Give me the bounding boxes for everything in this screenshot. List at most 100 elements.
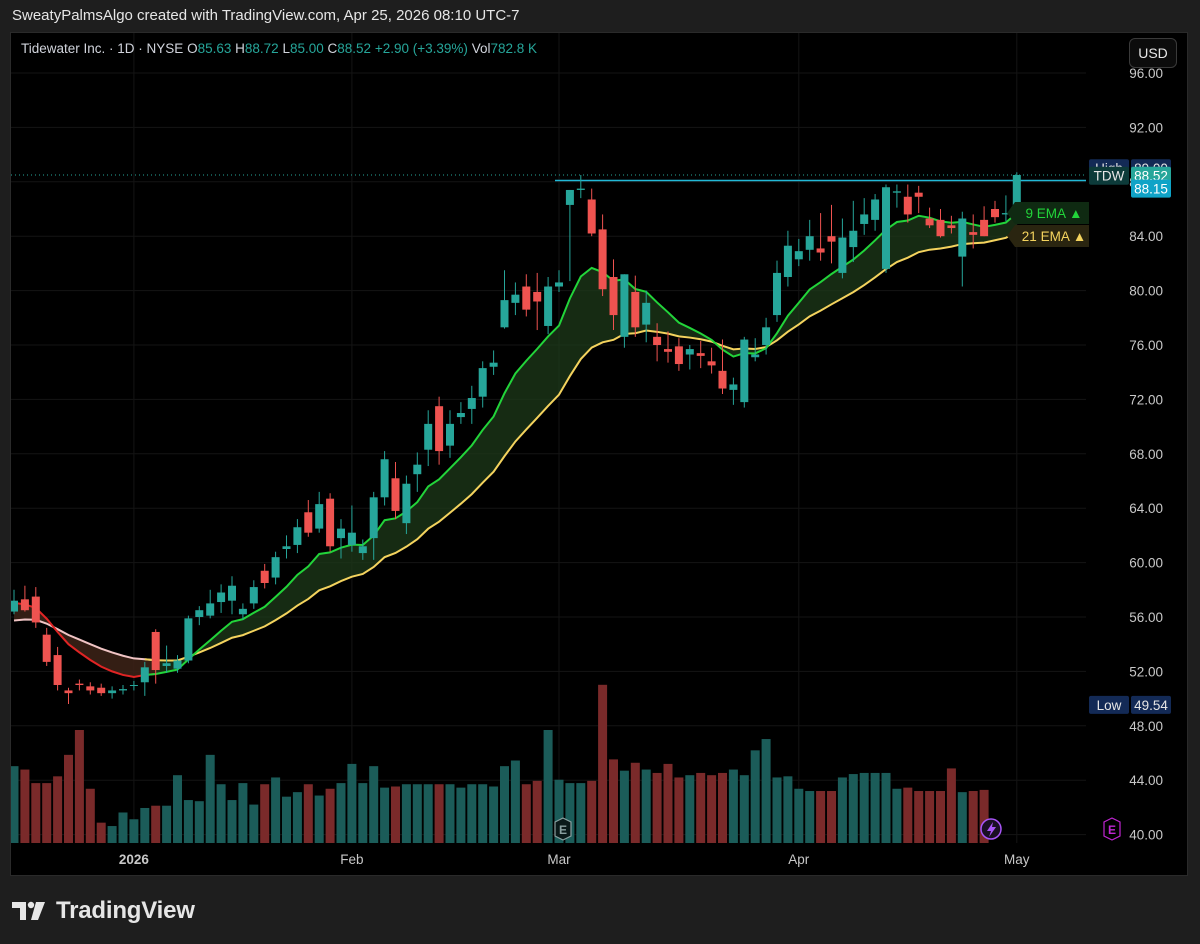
candle [674, 338, 683, 371]
volume-bar [434, 784, 444, 843]
time-tick-label: Apr [788, 852, 810, 867]
volume-bar [957, 792, 967, 843]
volume-bar [892, 788, 902, 843]
volume-bar [619, 770, 629, 843]
candle-body [827, 236, 836, 242]
candle-body [151, 631, 160, 671]
candle-body [587, 199, 596, 234]
volume-bar [761, 739, 771, 843]
volume-bar [609, 759, 618, 843]
candle [860, 198, 869, 235]
ema-value-tag: 88.15 [1131, 179, 1171, 198]
candle-body [838, 237, 847, 273]
candle [467, 385, 476, 424]
volume-bar [271, 777, 281, 843]
candle [86, 682, 95, 695]
candle-body [97, 687, 106, 694]
volume-bar [11, 766, 19, 843]
volume-bar [85, 788, 95, 843]
candle-body [489, 362, 498, 367]
volume-bar [303, 784, 313, 843]
candle-body [664, 349, 672, 352]
volume-bars [11, 684, 989, 843]
candle [882, 184, 890, 273]
tradingview-logo-icon [12, 901, 45, 920]
candle-body [936, 219, 945, 237]
candle [555, 270, 563, 292]
volume-bar [663, 763, 673, 843]
ema-value-tag-bg [1131, 179, 1171, 198]
candle-body [413, 464, 422, 475]
candle-body [980, 219, 989, 237]
candle-body [871, 199, 880, 220]
volume-bar [554, 779, 564, 843]
currency-button[interactable]: USD [1129, 38, 1177, 68]
earnings-icon-letter: E [559, 823, 567, 837]
candle-body [86, 686, 95, 691]
candle-body [882, 187, 890, 269]
volume-bar [728, 769, 738, 843]
volume-bar [358, 783, 368, 843]
volume-bar [641, 769, 651, 843]
candle-body [1012, 175, 1021, 215]
volume-bar [914, 791, 924, 843]
volume-bar [96, 822, 106, 843]
price-tick-label: 48.00 [1129, 719, 1163, 734]
low-value-tag-bg [1131, 695, 1171, 714]
candle [903, 184, 912, 223]
candle-body [511, 294, 520, 303]
low-label-tag-text: Low [1097, 698, 1122, 713]
candle [522, 274, 531, 317]
candle-body [696, 353, 705, 356]
volume-bar [707, 775, 717, 843]
candle [653, 323, 662, 362]
high-value: 88.72 [244, 41, 279, 56]
candle [696, 340, 705, 369]
open-label: O [187, 41, 198, 56]
volume-bar [859, 772, 869, 843]
volume-bar [925, 791, 935, 843]
candle [119, 685, 127, 695]
volume-bar [249, 804, 259, 843]
candle-body [20, 599, 29, 611]
candle [358, 539, 367, 560]
candle-body [500, 300, 509, 328]
candle-body [31, 596, 40, 623]
volume-bar [652, 772, 662, 843]
candle-body [751, 354, 760, 358]
volume-bar [282, 796, 291, 843]
candle [489, 350, 498, 375]
earnings-icon-shape [554, 817, 572, 841]
candle-body [718, 370, 727, 389]
symbol-tag-text: TDW [1094, 169, 1125, 184]
volume-bar [380, 787, 390, 843]
candle [337, 519, 345, 559]
chart-frame[interactable]: 96.0092.0088.0084.0080.0076.0072.0068.00… [10, 32, 1188, 876]
volume-bar [151, 805, 161, 843]
close-value: 88.52 [337, 41, 372, 56]
candle-body [162, 663, 171, 666]
price-chart[interactable]: 96.0092.0088.0084.0080.0076.0072.0068.00… [11, 33, 1187, 875]
candle [587, 188, 596, 237]
candle [424, 410, 433, 467]
candle [576, 175, 585, 199]
volume-bar [456, 787, 466, 843]
candle [805, 219, 814, 261]
candle-body [206, 603, 215, 616]
candle-body [446, 423, 454, 446]
price-tick-label: 64.00 [1129, 501, 1163, 516]
candle-body [991, 209, 999, 218]
candle-body [53, 655, 62, 685]
volume-bar [805, 791, 815, 843]
candle-body [260, 570, 269, 583]
candle [914, 185, 923, 214]
volume-bar [587, 780, 597, 843]
candle [228, 576, 236, 615]
volume-bar [227, 800, 237, 843]
low-value-tag: 49.54 [1131, 695, 1171, 714]
price-tick-label: 84.00 [1129, 229, 1163, 244]
candle [642, 290, 651, 343]
candle [53, 646, 62, 691]
candle [435, 396, 444, 465]
candle [217, 584, 226, 613]
